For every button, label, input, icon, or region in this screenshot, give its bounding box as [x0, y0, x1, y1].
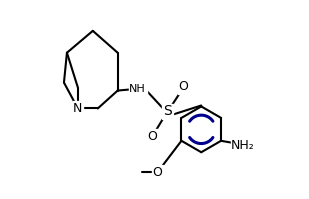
Text: O: O — [148, 130, 158, 143]
Text: S: S — [163, 104, 172, 118]
Text: O: O — [178, 80, 188, 93]
Text: N: N — [73, 102, 83, 115]
Text: NH: NH — [129, 84, 146, 94]
Text: O: O — [153, 166, 163, 179]
Text: NH₂: NH₂ — [231, 139, 255, 152]
